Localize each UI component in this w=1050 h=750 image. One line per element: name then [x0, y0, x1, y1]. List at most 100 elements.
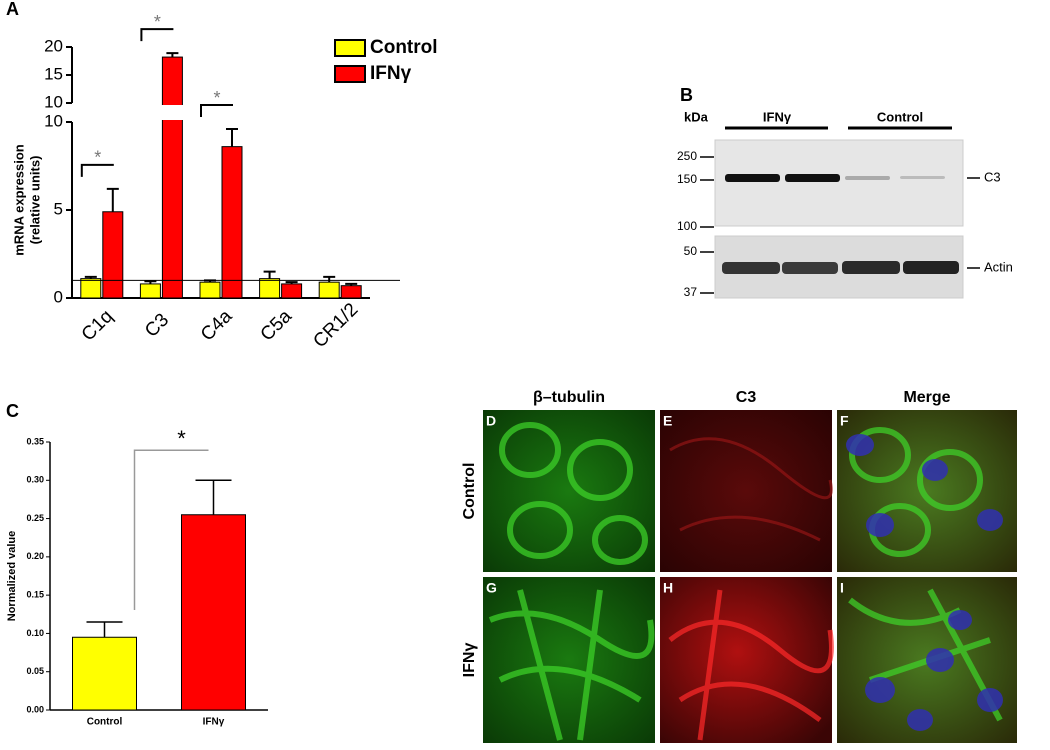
bar — [80, 278, 102, 299]
marker-label: 50 — [684, 244, 698, 258]
bar — [221, 146, 243, 299]
y-tick-label: 10 — [44, 111, 63, 130]
y-axis-label: Normalized value — [6, 531, 18, 621]
axis-break — [70, 105, 368, 120]
panel-letter: E — [663, 413, 672, 429]
error-bar — [226, 128, 238, 147]
y-tick-label: 0.00 — [26, 704, 44, 714]
blot-band — [903, 261, 959, 274]
row-label: IFNγ — [461, 643, 478, 678]
panel-letter: D — [486, 413, 496, 429]
y-tick-label: 0.30 — [26, 475, 44, 485]
blot-band — [725, 174, 780, 182]
panel-letter: B — [680, 85, 693, 105]
x-tick-label: CR1/2 — [309, 299, 362, 352]
y-tick-label: 0.10 — [26, 628, 44, 638]
y-tick-label: 0.25 — [26, 513, 44, 523]
micrograph-grid — [483, 410, 1017, 743]
legend-swatch — [334, 39, 366, 57]
y-tick-label: 0.35 — [26, 436, 44, 446]
blot-band — [900, 176, 945, 179]
y-tick-label: 20 — [44, 36, 63, 55]
column-header: β–tubulin — [533, 389, 605, 406]
bar — [161, 56, 183, 299]
column-header: C3 — [736, 389, 757, 406]
x-tick-label: C1q — [78, 306, 117, 345]
y-tick-label: 0 — [54, 287, 63, 306]
bar — [139, 283, 161, 299]
marker-ticks — [700, 156, 980, 294]
y-tick-label: 5 — [54, 199, 63, 218]
y-axis-label: (relative units) — [27, 156, 42, 245]
significance-label: * — [213, 88, 220, 108]
row-label: Control — [461, 463, 478, 520]
bar — [181, 514, 246, 711]
bar — [259, 278, 281, 299]
blot-membrane — [714, 139, 964, 227]
error-bar — [195, 479, 232, 515]
blot-band — [782, 262, 838, 274]
micrograph — [660, 577, 832, 743]
marker-label: 37 — [684, 285, 698, 299]
panel-letter: C — [6, 401, 19, 421]
panel-letter: H — [663, 580, 673, 596]
blot-band — [785, 174, 840, 182]
error-bar — [345, 282, 358, 286]
error-bar — [263, 270, 276, 279]
y-tick-label: 0.20 — [26, 551, 44, 561]
y-tick-label: 10 — [44, 92, 63, 111]
significance-label: * — [154, 12, 161, 32]
bar — [102, 211, 124, 299]
x-tick-label: IFNγ — [203, 717, 225, 728]
marker-label: 250 — [677, 149, 697, 163]
marker-label: 100 — [677, 219, 697, 233]
bar — [340, 285, 362, 299]
micrograph — [660, 410, 832, 572]
x-tick-label: C4a — [197, 306, 237, 346]
error-bar — [323, 275, 336, 283]
legend-label: IFNγ — [370, 63, 412, 84]
blot-band — [722, 262, 780, 274]
legend-label: Control — [370, 37, 438, 58]
panel-letter: G — [486, 580, 497, 596]
lane-label: IFNγ — [763, 109, 792, 124]
y-tick-label: 15 — [44, 64, 63, 83]
marker-label: 150 — [677, 172, 697, 186]
column-header: Merge — [903, 389, 950, 406]
legend-swatch — [334, 65, 366, 83]
blot-band — [845, 176, 890, 180]
error-bar — [106, 187, 119, 212]
y-axis-label: mRNA expression — [11, 144, 26, 256]
y-tick-label: 0.05 — [26, 666, 44, 676]
significance-bracket — [200, 104, 233, 118]
panel-letter: F — [840, 413, 849, 429]
significance-label: * — [94, 148, 101, 168]
bar — [199, 281, 221, 299]
micrograph — [483, 577, 655, 743]
panel-letter: A — [6, 0, 19, 19]
significance-bracket — [133, 449, 209, 610]
x-tick-label: C5a — [257, 306, 297, 346]
error-bar — [144, 280, 157, 284]
error-bar — [285, 281, 298, 284]
error-bar — [166, 52, 179, 58]
error-bar — [86, 621, 123, 638]
x-tick-label: C3 — [141, 310, 173, 342]
lane-label: Control — [877, 109, 923, 124]
blot-band — [842, 261, 900, 274]
bar — [72, 636, 137, 711]
x-tick-label: Control — [87, 717, 123, 728]
bar — [318, 281, 340, 299]
significance-label: * — [177, 426, 186, 451]
unit-label: kDa — [684, 109, 709, 124]
y-tick-label: 0.15 — [26, 590, 44, 600]
band-label: C3 — [984, 169, 1001, 184]
error-bar — [84, 275, 97, 279]
panel-letter: I — [840, 580, 844, 596]
panel-letters: D E F G H I — [486, 413, 849, 596]
band-label: Actin — [984, 259, 1013, 274]
bar — [281, 283, 303, 299]
significance-bracket — [80, 163, 114, 177]
significance-bracket — [140, 28, 174, 42]
